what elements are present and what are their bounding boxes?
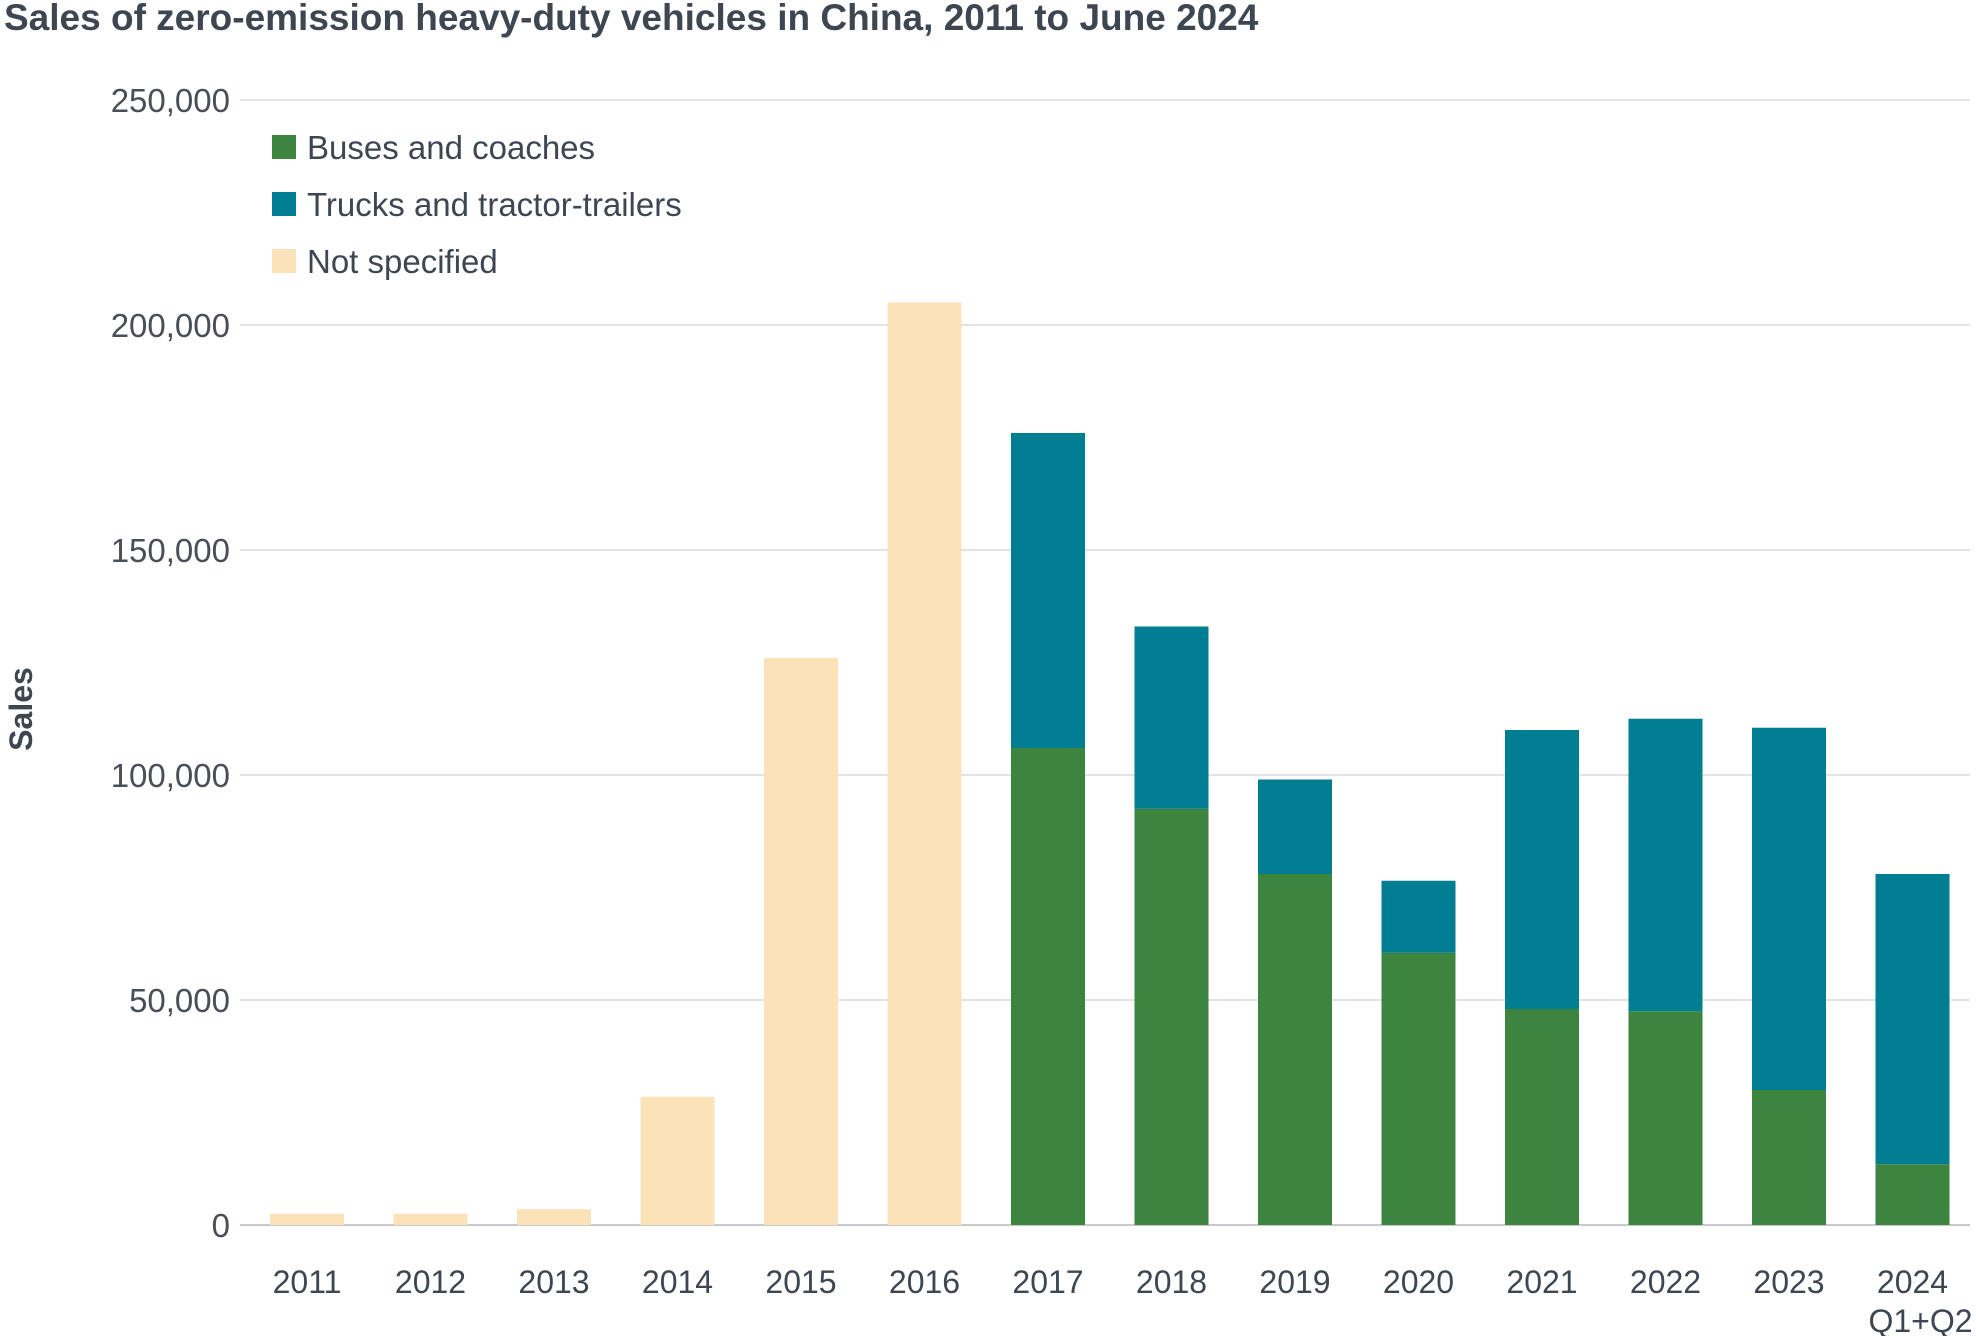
- x-axis-ticks: 2011 2012 2013 2014 2015 2016 2017 2018 2019 2020…: [273, 1264, 1973, 1336]
- chart-title: Sales of zero-emission heavy-duty vehicl…: [4, 0, 1259, 38]
- legend-label: Buses and coaches: [307, 129, 595, 166]
- bar-segment: [1258, 874, 1332, 1225]
- x-tick-label: 2011: [273, 1264, 342, 1300]
- y-tick-label: 200,000: [111, 307, 230, 344]
- x-tick-label: 2014: [642, 1264, 713, 1300]
- bar-segment: [1752, 1090, 1826, 1225]
- bar-segment: [1381, 952, 1456, 1225]
- bar-segment: [393, 1213, 468, 1225]
- y-axis-ticks: 0 50,000 100,000 150,000 200,000 250,000: [111, 82, 230, 1244]
- bar-segment: [517, 1209, 591, 1225]
- x-tick-label: 2023: [1753, 1264, 1824, 1300]
- x-tick-label: 2013: [518, 1264, 589, 1300]
- bar-segment: [1628, 718, 1703, 1012]
- y-tick-label: 50,000: [129, 982, 230, 1019]
- bar-segment: [1134, 808, 1209, 1225]
- legend: Buses and coaches Trucks and tractor-trai…: [272, 129, 682, 280]
- x-tick-label: 2018: [1136, 1264, 1207, 1300]
- bar-segment: [1011, 748, 1085, 1225]
- bar-segment: [887, 302, 962, 1225]
- bar-segment: [1875, 874, 1950, 1165]
- legend-swatch: [272, 249, 296, 273]
- y-tick-label: 250,000: [111, 82, 230, 119]
- bar-segment: [1505, 1009, 1579, 1225]
- x-tick-label: 2024: [1877, 1264, 1948, 1300]
- y-tick-label: 0: [212, 1207, 230, 1244]
- x-tick-sublabel: Q1+Q2: [1868, 1303, 1972, 1336]
- bar-segment: [640, 1096, 715, 1225]
- bar-segment: [1011, 433, 1085, 748]
- bar-segment: [1752, 727, 1826, 1090]
- y-tick-label: 100,000: [111, 757, 230, 794]
- legend-label: Trucks and tractor-trailers: [307, 186, 682, 223]
- bars: [270, 302, 1950, 1225]
- x-tick-label: 2019: [1259, 1264, 1330, 1300]
- bar-segment: [1134, 626, 1209, 809]
- bar-segment: [1381, 880, 1456, 953]
- bar-segment: [764, 658, 838, 1225]
- legend-label: Not specified: [307, 243, 498, 280]
- x-tick-label: 2021: [1506, 1264, 1577, 1300]
- x-tick-label: 2020: [1383, 1264, 1454, 1300]
- y-axis-label: Sales: [3, 667, 39, 751]
- bar-segment: [1628, 1011, 1703, 1225]
- legend-swatch: [272, 135, 296, 159]
- x-tick-label: 2015: [765, 1264, 836, 1300]
- x-tick-label: 2022: [1630, 1264, 1701, 1300]
- bar-segment: [1258, 779, 1332, 874]
- x-tick-label: 2016: [889, 1264, 960, 1300]
- y-tick-label: 150,000: [111, 532, 230, 569]
- bar-segment: [270, 1213, 344, 1225]
- bar-segment: [1875, 1164, 1950, 1225]
- gridlines: [240, 99, 1970, 1226]
- legend-swatch: [272, 192, 296, 216]
- bar-segment: [1505, 730, 1579, 1009]
- x-tick-label: 2017: [1012, 1264, 1083, 1300]
- x-tick-label: 2012: [395, 1264, 466, 1300]
